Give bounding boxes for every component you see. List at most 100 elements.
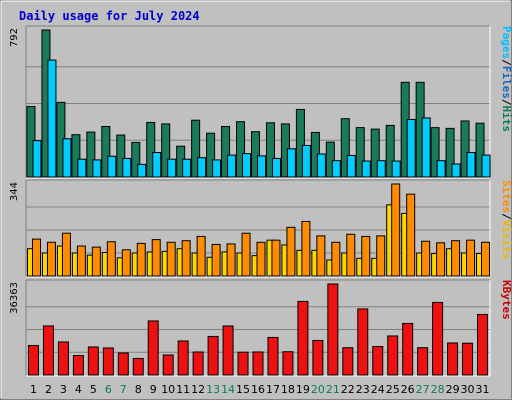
bar-pages-day-19 xyxy=(301,144,311,178)
series-hits xyxy=(26,29,485,178)
bar-sites-day-15 xyxy=(241,232,251,277)
bar-pages-day-5 xyxy=(92,159,102,178)
x-tick-day-11: 11 xyxy=(176,383,190,396)
bar-kbytes-day-29 xyxy=(447,342,459,376)
bar-pages-day-12 xyxy=(197,157,207,178)
bar-kbytes-day-2 xyxy=(42,325,54,376)
x-tick-day-30: 30 xyxy=(461,383,475,396)
bar-pages-day-22 xyxy=(346,154,356,178)
legend-item-kbytes: KBytes xyxy=(500,280,512,320)
bar-pages-day-2 xyxy=(47,59,57,178)
bar-sites-day-11 xyxy=(181,240,191,277)
x-tick-day-31: 31 xyxy=(476,383,490,396)
bar-sites-day-3 xyxy=(61,232,71,277)
bar-sites-day-24 xyxy=(376,235,386,277)
bar-sites-day-23 xyxy=(361,235,371,277)
bar-kbytes-day-13 xyxy=(207,335,219,376)
x-tick-day-10: 10 xyxy=(161,383,175,396)
bar-pages-day-17 xyxy=(271,157,281,178)
x-tick-day-8: 8 xyxy=(135,383,142,396)
bar-pages-day-24 xyxy=(376,160,386,178)
x-tick-day-5: 5 xyxy=(90,383,97,396)
bar-hits-day-30 xyxy=(460,120,470,178)
bar-sites-day-31 xyxy=(481,241,491,277)
bar-hits-day-12 xyxy=(191,119,201,178)
bar-hits-day-5 xyxy=(86,131,96,178)
bar-sites-day-20 xyxy=(316,235,326,277)
x-tick-day-4: 4 xyxy=(75,383,82,396)
x-tick-day-16: 16 xyxy=(251,383,265,396)
x-tick-day-28: 28 xyxy=(431,383,445,396)
bar-hits-day-13 xyxy=(206,132,216,178)
bar-kbytes-day-1 xyxy=(27,344,39,376)
bar-sites-day-5 xyxy=(91,246,101,277)
bar-kbytes-day-28 xyxy=(432,301,444,376)
bar-pages-day-10 xyxy=(167,158,177,178)
bar-pages-day-14 xyxy=(227,154,237,178)
bar-kbytes-day-18 xyxy=(282,351,294,376)
bar-sites-day-7 xyxy=(121,249,131,277)
bar-kbytes-day-23 xyxy=(357,308,369,376)
legend-hits: Pages/Files/Hits xyxy=(500,26,512,132)
bar-pages-day-16 xyxy=(257,155,266,178)
x-tick-day-22: 22 xyxy=(341,383,355,396)
bar-hits-day-8 xyxy=(131,141,141,178)
bar-pages-day-15 xyxy=(242,153,252,178)
bar-kbytes-day-6 xyxy=(102,347,114,376)
series-kbytes xyxy=(27,283,489,376)
bar-kbytes-day-17 xyxy=(267,336,279,376)
legend-item-visits: Visits xyxy=(500,220,512,260)
x-tick-day-15: 15 xyxy=(236,383,250,396)
bar-sites-day-30 xyxy=(466,239,476,277)
bar-hits-day-6 xyxy=(101,126,111,178)
bar-hits-day-25 xyxy=(385,124,395,178)
x-tick-day-23: 23 xyxy=(356,383,370,396)
bar-hits-day-31 xyxy=(475,122,485,178)
bar-pages-day-3 xyxy=(62,138,72,178)
bar-hits-day-15 xyxy=(236,121,246,178)
bar-pages-day-30 xyxy=(466,152,476,178)
bar-kbytes-day-9 xyxy=(147,320,159,376)
x-tick-day-25: 25 xyxy=(386,383,400,396)
bar-pages-day-1 xyxy=(32,140,42,178)
bar-hits-day-29 xyxy=(445,127,455,178)
y-max-label-kbytes: 36363 xyxy=(9,282,20,314)
legend-item-hits: Hits xyxy=(500,106,512,133)
x-tick-day-7: 7 xyxy=(120,383,127,396)
bar-sites-day-29 xyxy=(451,240,461,277)
x-tick-day-21: 21 xyxy=(326,383,340,396)
bar-pages-day-27 xyxy=(421,117,431,178)
bar-pages-day-8 xyxy=(137,163,147,178)
bar-sites-day-2 xyxy=(46,241,56,277)
bar-sites-day-12 xyxy=(196,235,206,277)
bar-sites-day-18 xyxy=(286,226,296,277)
bar-kbytes-day-25 xyxy=(387,335,399,376)
bar-kbytes-day-3 xyxy=(57,341,69,376)
bar-hits-day-16 xyxy=(251,131,260,178)
bar-sites-day-27 xyxy=(421,240,431,277)
bar-kbytes-day-22 xyxy=(342,347,354,376)
x-tick-day-19: 19 xyxy=(296,383,310,396)
x-tick-day-12: 12 xyxy=(191,383,205,396)
bar-kbytes-day-26 xyxy=(402,322,414,376)
x-tick-day-24: 24 xyxy=(371,383,385,396)
bar-hits-day-7 xyxy=(116,134,126,178)
legend-item-/: / xyxy=(500,59,512,66)
bar-sites-day-6 xyxy=(106,241,116,277)
bar-hits-day-17 xyxy=(265,122,275,178)
bar-hits-day-21 xyxy=(325,141,335,178)
bar-kbytes-day-15 xyxy=(237,351,249,376)
x-tick-day-9: 9 xyxy=(150,383,157,396)
bar-hits-day-4 xyxy=(71,134,81,178)
bar-pages-day-25 xyxy=(391,160,401,178)
bar-kbytes-day-31 xyxy=(477,313,489,376)
panel-kbytes: 36363 KBytes xyxy=(9,279,512,377)
bar-kbytes-day-14 xyxy=(222,325,234,376)
x-tick-day-14: 14 xyxy=(221,383,235,396)
bar-pages-day-13 xyxy=(212,159,222,178)
bar-hits-day-24 xyxy=(370,128,380,178)
legend-item-/: / xyxy=(500,99,512,106)
bar-kbytes-day-27 xyxy=(417,347,429,376)
bar-pages-day-9 xyxy=(152,152,162,178)
